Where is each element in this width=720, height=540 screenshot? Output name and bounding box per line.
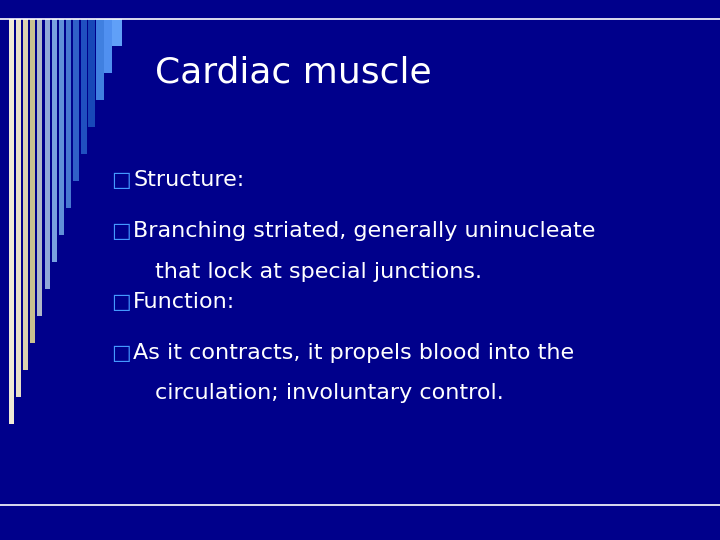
- Bar: [59, 19, 64, 235]
- Text: that lock at special junctions.: that lock at special junctions.: [155, 262, 482, 282]
- Bar: [23, 19, 28, 370]
- Text: circulation; involuntary control.: circulation; involuntary control.: [155, 383, 503, 403]
- Bar: [81, 19, 87, 154]
- Text: Branching striated, generally uninucleate: Branching striated, generally uninucleat…: [133, 221, 595, 241]
- Bar: [96, 19, 104, 100]
- Bar: [45, 19, 50, 289]
- Bar: [104, 19, 112, 73]
- Bar: [16, 19, 21, 397]
- Bar: [30, 19, 35, 343]
- Text: □: □: [112, 343, 131, 363]
- Text: □: □: [112, 170, 131, 190]
- Bar: [37, 19, 42, 316]
- Bar: [88, 19, 95, 127]
- Bar: [52, 19, 57, 262]
- Text: Cardiac muscle: Cardiac muscle: [155, 56, 431, 90]
- Bar: [9, 19, 14, 424]
- Bar: [73, 19, 79, 181]
- Text: Function:: Function:: [133, 292, 235, 312]
- Text: □: □: [112, 221, 131, 241]
- Text: □: □: [112, 292, 131, 312]
- Bar: [66, 19, 71, 208]
- Text: As it contracts, it propels blood into the: As it contracts, it propels blood into t…: [133, 343, 575, 363]
- Bar: [112, 19, 122, 46]
- Text: Structure:: Structure:: [133, 170, 245, 190]
